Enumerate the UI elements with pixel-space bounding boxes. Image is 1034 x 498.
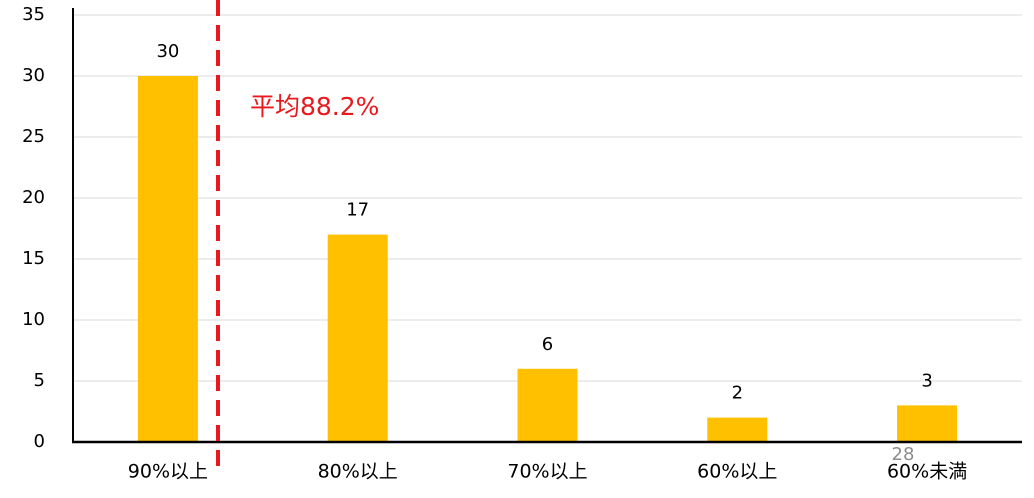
x-tick-label: 60%未満 bbox=[887, 461, 967, 483]
y-tick-label: 35 bbox=[22, 4, 45, 25]
value-label: 17 bbox=[346, 200, 369, 221]
bar bbox=[137, 76, 198, 442]
value-label: 3 bbox=[921, 370, 932, 391]
bars: 90%以上 30 80%以上 17 70%以上 6 60%以上 2 60%未満 3 bbox=[128, 41, 967, 483]
x-tick-label: 80%以上 bbox=[318, 461, 398, 483]
average-annotation: 平均88.2% bbox=[250, 92, 379, 121]
value-label: 30 bbox=[156, 41, 179, 62]
bar bbox=[327, 234, 388, 442]
y-tick-label: 25 bbox=[22, 126, 45, 147]
bar bbox=[517, 368, 578, 442]
y-tick-label: 30 bbox=[22, 65, 45, 86]
x-tick-label: 90%以上 bbox=[128, 461, 208, 483]
y-tick-label: 10 bbox=[22, 309, 45, 330]
x-tick-label: 60%以上 bbox=[697, 461, 777, 483]
page-number: 28 bbox=[892, 444, 915, 465]
y-tick-label: 15 bbox=[22, 248, 45, 269]
x-tick-label: 70%以上 bbox=[507, 461, 587, 483]
value-label: 6 bbox=[542, 334, 553, 355]
grid: 0 5 10 15 20 25 30 35 bbox=[22, 4, 1022, 452]
bar bbox=[897, 405, 958, 442]
y-tick-label: 20 bbox=[22, 187, 45, 208]
y-tick-label: 5 bbox=[34, 370, 45, 391]
bar bbox=[707, 417, 768, 442]
y-tick-label: 0 bbox=[34, 431, 45, 452]
value-label: 2 bbox=[732, 383, 743, 404]
